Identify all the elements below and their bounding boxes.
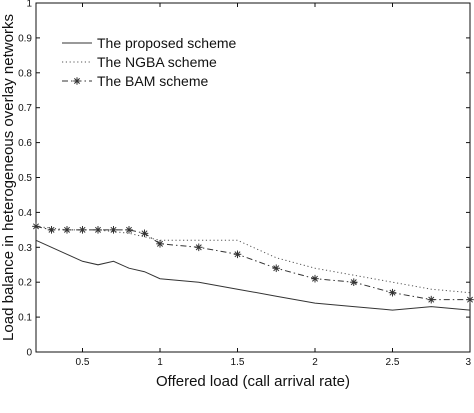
legend-label-3: The BAM scheme (97, 73, 208, 89)
data-point (311, 274, 319, 283)
data-point (427, 295, 436, 304)
data-point (94, 226, 102, 234)
x-axis-title: Offered load (call arrival rate) (156, 373, 350, 390)
y-tick-label: 0.4 (18, 208, 32, 219)
x-tick-label: 1.5 (231, 357, 245, 368)
series-line-2 (35, 225, 471, 294)
data-point (32, 222, 40, 231)
data-point (466, 295, 474, 304)
data-point (156, 240, 164, 248)
data-point (194, 243, 203, 252)
y-tick-label: 1 (26, 0, 32, 10)
data-point (78, 226, 87, 234)
y-tick-label: 0 (26, 348, 32, 359)
x-tick-label: 0.5 (76, 357, 90, 368)
data-point (73, 77, 81, 85)
y-tick-label: 0.3 (18, 243, 32, 254)
data-point (109, 226, 118, 234)
x-tick-label: 2.5 (386, 357, 400, 368)
y-tick-label: 0.1 (18, 313, 32, 324)
legend: The proposed scheme The NGBA scheme The BA… (62, 35, 237, 89)
y-tick-label: 0.2 (18, 278, 32, 289)
series-line-3 (35, 225, 470, 301)
x-tick-label: 1 (157, 357, 163, 368)
data-point (272, 264, 281, 273)
y-axis-title: Load balance in heterogeneous overlay ne… (0, 14, 17, 341)
data-point (349, 278, 358, 286)
series-line-1 (35, 239, 471, 311)
data-point (125, 226, 133, 234)
y-tick-label: 0.9 (18, 33, 32, 44)
y-tick-label: 0.7 (18, 103, 32, 114)
y-tick-label: 0.6 (18, 138, 32, 149)
legend-label-2: The NGBA scheme (97, 54, 217, 70)
series-layer (32, 222, 474, 311)
x-tick-label: 2 (312, 357, 318, 368)
legend-label-1: The proposed scheme (97, 35, 237, 51)
data-point (47, 226, 56, 234)
x-tick-label: 3 (465, 357, 471, 368)
ticks-layer: 0 0.1 0.2 0.3 0.4 0.5 0.6 0.7 0.8 0.9 1 0.5 1 1.5 2 2.5… (18, 0, 471, 368)
data-point (233, 250, 242, 259)
data-point (140, 229, 149, 238)
y-tick-label: 0.8 (18, 68, 32, 79)
data-point (388, 288, 397, 297)
data-point (63, 226, 71, 234)
y-tick-label: 0.5 (18, 173, 32, 184)
